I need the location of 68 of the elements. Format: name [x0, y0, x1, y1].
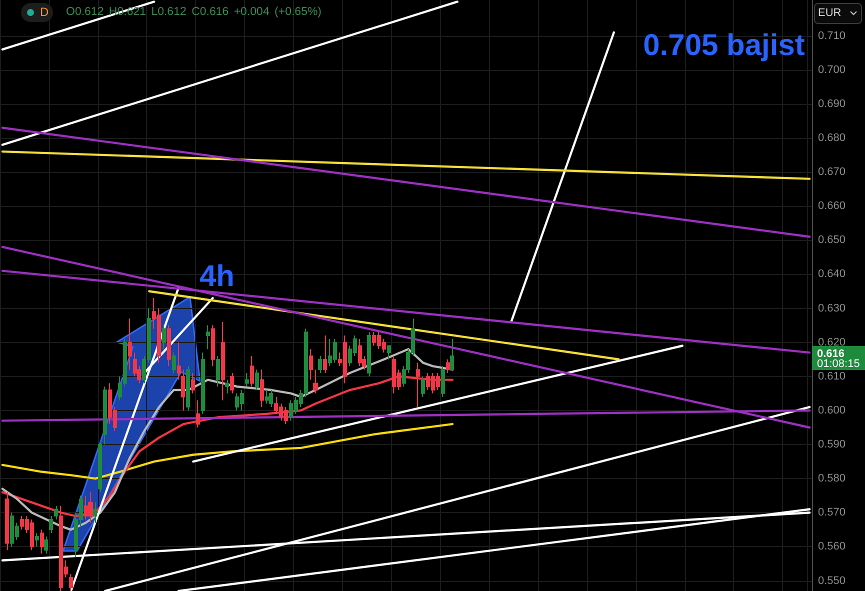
candlestick [255, 369, 259, 391]
y-tick-label: 0.660 [818, 200, 846, 212]
candlestick [216, 355, 220, 388]
y-tick-label: 0.570 [818, 506, 846, 519]
candlestick [450, 338, 454, 370]
annotation: D [40, 5, 49, 20]
y-tick-label: 0.580 [818, 472, 846, 485]
y-tick-label: 0.610 [818, 370, 846, 382]
text: EUR [818, 6, 842, 20]
candlestick [318, 355, 322, 374]
candlestick [269, 390, 273, 408]
candlestick [69, 573, 73, 591]
candlestick [250, 355, 254, 388]
candlestick [93, 502, 97, 524]
candlestick [309, 348, 313, 380]
line-series [1, 348, 454, 531]
candlestick [128, 318, 132, 370]
candlestick [358, 338, 362, 367]
candlestick [177, 342, 181, 380]
annotation: 0.705 bajist [643, 29, 805, 62]
candlestick [441, 366, 445, 398]
y-tick-label: 0.700 [818, 64, 846, 76]
candlestick [313, 369, 318, 394]
candlestick [49, 516, 53, 534]
y-tick-label: 0.630 [818, 302, 846, 314]
candlestick [181, 369, 185, 411]
candlestick [186, 366, 190, 411]
y-tick-label: 0.710 [818, 30, 846, 42]
candlestick [206, 324, 210, 350]
y-tick-label: 0.600 [818, 404, 846, 416]
candlestick [172, 352, 176, 374]
candlestick [421, 376, 425, 398]
candlestick [230, 372, 234, 394]
annotation: 4h [199, 260, 235, 293]
candlestick [367, 332, 371, 377]
candlestick [201, 352, 205, 414]
candlestick [40, 529, 44, 554]
text: 0.616 [817, 348, 845, 360]
candlestick [191, 372, 195, 394]
candlestick [88, 492, 93, 524]
candlestick [162, 324, 166, 350]
candlestick [196, 400, 200, 428]
y-tick-label: 0.550 [818, 574, 846, 587]
candlestick [103, 386, 107, 446]
y-tick-label: 0.590 [818, 438, 846, 451]
candlestick [221, 321, 225, 401]
candlestick [245, 372, 249, 388]
candlestick [35, 532, 39, 548]
y-tick-label: 0.680 [818, 132, 846, 144]
y-tick-label: 0.620 [818, 336, 846, 348]
y-tick-label: 0.670 [818, 166, 846, 178]
text: 01:08:15 [817, 358, 860, 370]
candlestick [387, 345, 391, 360]
y-tick-label: 0.690 [818, 98, 846, 110]
candlestick [323, 335, 327, 374]
candlestick [98, 440, 102, 493]
candlestick [225, 379, 229, 394]
candlestick [211, 324, 215, 367]
candlestick [167, 324, 171, 367]
candlestick [54, 505, 58, 520]
candlestick [44, 536, 48, 554]
candlestick [260, 369, 264, 408]
y-tick-label: 0.560 [818, 540, 846, 553]
candlestick [446, 358, 450, 374]
candlestick [265, 390, 269, 404]
y-tick-label: 0.650 [818, 234, 846, 246]
y-tick-label: 0.640 [818, 268, 846, 280]
line-series [1, 422, 454, 480]
